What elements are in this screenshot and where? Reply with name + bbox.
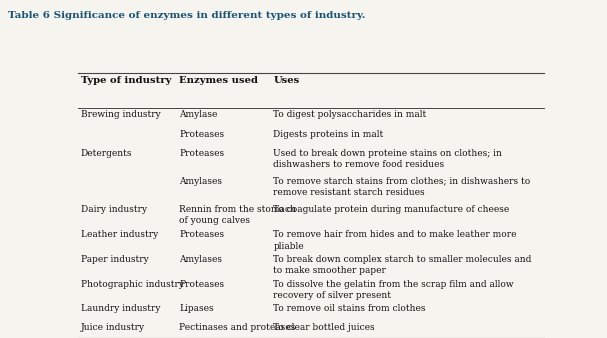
Text: To break down complex starch to smaller molecules and
to make smoother paper: To break down complex starch to smaller …	[273, 255, 532, 275]
Text: To dissolve the gelatin from the scrap film and allow
recovery of silver present: To dissolve the gelatin from the scrap f…	[273, 280, 514, 300]
Text: Proteases: Proteases	[180, 149, 225, 158]
Text: Pectinases and proteases: Pectinases and proteases	[180, 323, 296, 332]
Text: Leather industry: Leather industry	[81, 230, 158, 239]
Text: Amylases: Amylases	[180, 177, 222, 186]
Text: Amylases: Amylases	[180, 255, 222, 264]
Text: Proteases: Proteases	[180, 130, 225, 139]
Text: Used to break down proteine stains on clothes; in
dishwashers to remove food res: Used to break down proteine stains on cl…	[273, 149, 503, 169]
Text: Photographic industry: Photographic industry	[81, 280, 183, 289]
Text: Rennin from the stomach
of young calves: Rennin from the stomach of young calves	[180, 205, 296, 225]
Text: To remove starch stains from clothes; in dishwashers to
remove resistant starch : To remove starch stains from clothes; in…	[273, 177, 531, 197]
Text: To clear bottled juices: To clear bottled juices	[273, 323, 375, 332]
Text: To remove hair from hides and to make leather more
pliable: To remove hair from hides and to make le…	[273, 230, 517, 251]
Text: Proteases: Proteases	[180, 280, 225, 289]
Text: To digest polysaccharides in malt: To digest polysaccharides in malt	[273, 110, 427, 119]
Text: Brewing industry: Brewing industry	[81, 110, 160, 119]
Text: Enzymes used: Enzymes used	[180, 76, 259, 85]
Text: Dairy industry: Dairy industry	[81, 205, 147, 214]
Text: Proteases: Proteases	[180, 230, 225, 239]
Text: Amylase: Amylase	[180, 110, 218, 119]
Text: Juice industry: Juice industry	[81, 323, 144, 332]
Text: Lipases: Lipases	[180, 305, 214, 313]
Text: Detergents: Detergents	[81, 149, 132, 158]
Text: Paper industry: Paper industry	[81, 255, 148, 264]
Text: Laundry industry: Laundry industry	[81, 305, 160, 313]
Text: To remove oil stains from clothes: To remove oil stains from clothes	[273, 305, 426, 313]
Text: Table 6 Significance of enzymes in different types of industry.: Table 6 Significance of enzymes in diffe…	[8, 11, 365, 20]
Text: To coagulate protein during manufacture of cheese: To coagulate protein during manufacture …	[273, 205, 510, 214]
Text: Type of industry: Type of industry	[81, 76, 171, 85]
Text: Digests proteins in malt: Digests proteins in malt	[273, 130, 384, 139]
Text: Uses: Uses	[273, 76, 300, 85]
